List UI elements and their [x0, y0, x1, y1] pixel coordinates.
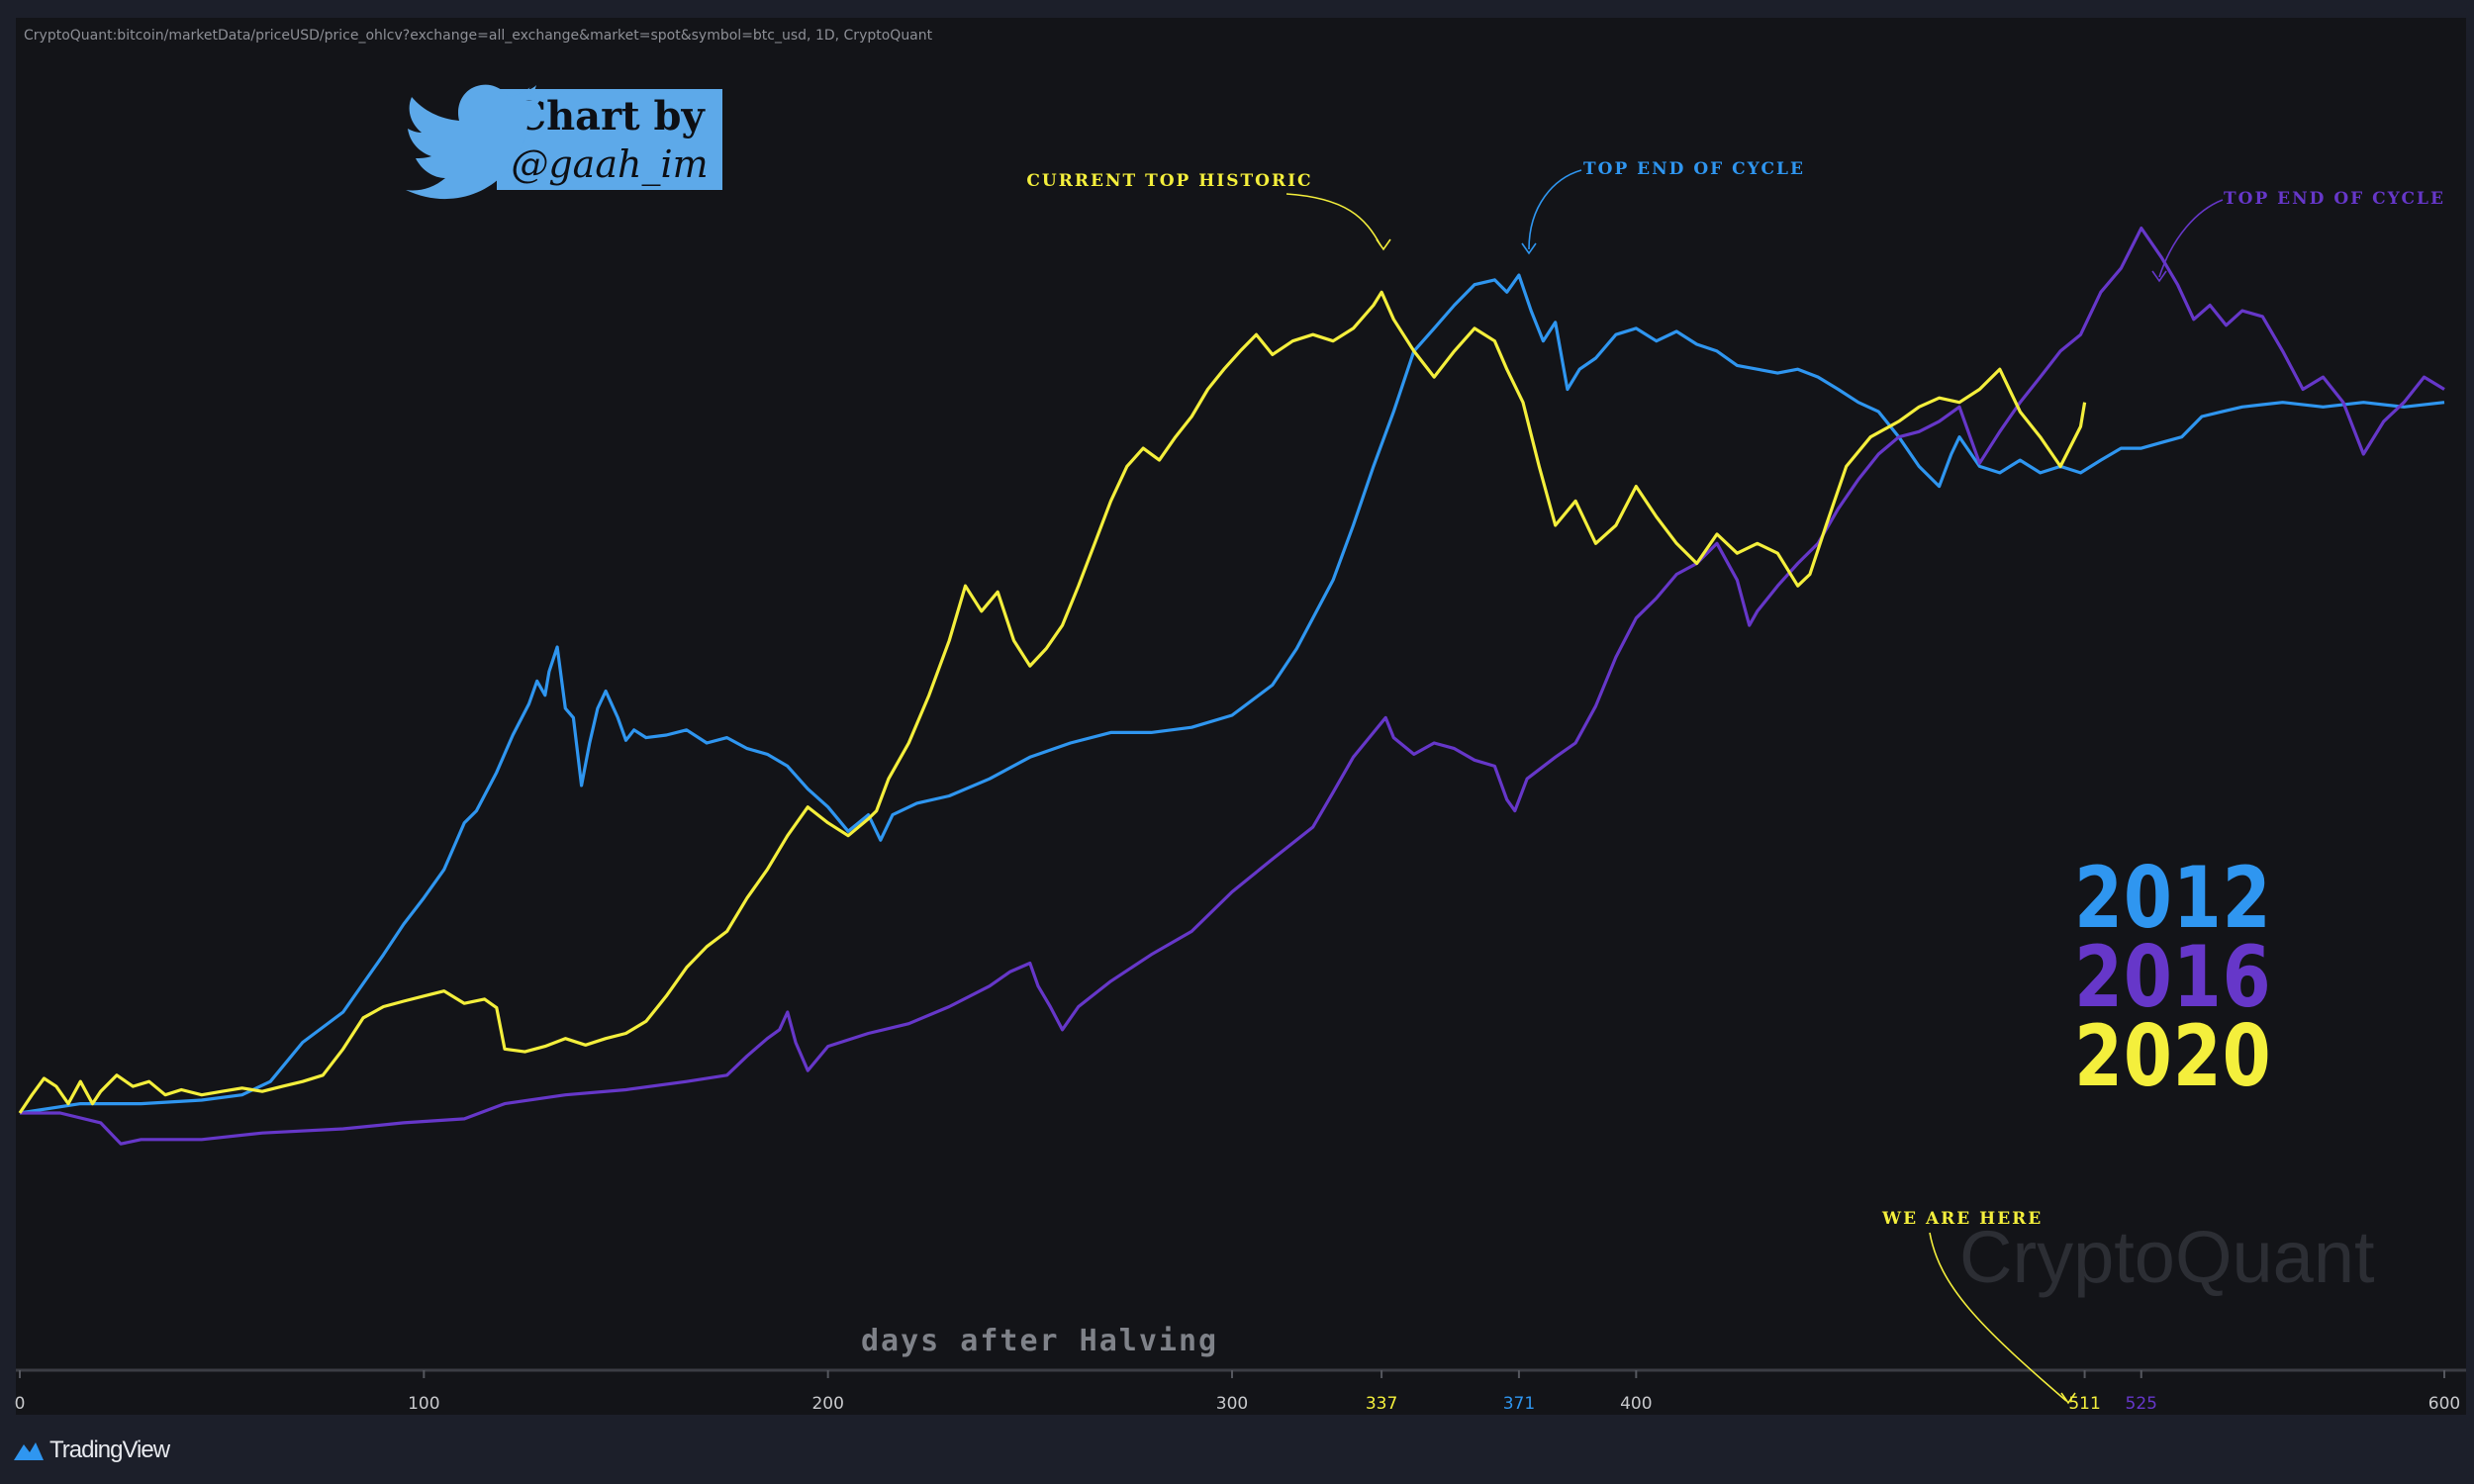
legend-2020: 2020: [2074, 1007, 2272, 1106]
x-tick-label: 100: [408, 1394, 439, 1414]
annotation-arrowhead: [1521, 242, 1537, 255]
series-line-2020[interactable]: [18, 290, 2087, 1114]
x-tick-label: 525: [2126, 1394, 2157, 1414]
x-tick-label: 0: [15, 1394, 26, 1414]
annotation-layer: CURRENT TOP HISTORIC TOP END OF CYCLE TOP …: [1026, 159, 2445, 1405]
annotation-arrowhead: [2060, 1392, 2076, 1405]
cryptoquant-watermark: CryptoQuant: [1959, 1216, 2375, 1298]
x-tick-label: 200: [811, 1394, 843, 1414]
legend-2016: 2016: [2074, 928, 2272, 1027]
annotation-arrow: [1929, 1232, 2067, 1402]
annotation-label: TOP END OF CYCLE: [1583, 159, 1805, 179]
footer-bar: TradingView: [0, 1415, 2474, 1484]
annotation-arrowhead: [1376, 238, 1391, 251]
annotation-label: WE ARE HERE: [1881, 1209, 2043, 1229]
x-axis: 0 100 200 300 337 371 400 511 525 600: [15, 1368, 2466, 1414]
tradingview-brand[interactable]: TradingView: [49, 1437, 170, 1463]
annotation-arrowhead: [2151, 270, 2167, 283]
annotation-arrow: [1285, 193, 1381, 246]
author-badge[interactable]: Chart by @gaah_im: [406, 69, 722, 202]
x-tick-label: 371: [1503, 1394, 1535, 1414]
series-line-2016[interactable]: [20, 227, 2445, 1146]
x-tick-label: 337: [1366, 1394, 1397, 1414]
x-tick-label: 600: [2428, 1394, 2460, 1414]
annotation-arrow: [2158, 199, 2224, 278]
annotation-label: CURRENT TOP HISTORIC: [1026, 171, 1312, 191]
twitter-bird-icon: [406, 84, 542, 200]
badge-title: Chart by: [515, 93, 705, 139]
x-axis-title: days after Halving: [861, 1324, 1219, 1358]
tradingview-logo-icon[interactable]: [12, 1437, 46, 1464]
badge-handle: @gaah_im: [511, 142, 709, 186]
series-layer: [18, 227, 2445, 1146]
legend-2012: 2012: [2074, 849, 2272, 948]
chart-panel: [16, 18, 2466, 1415]
x-tick-label: 300: [1216, 1394, 1248, 1414]
annotation-label: TOP END OF CYCLE: [2224, 189, 2445, 209]
x-tick-label: 511: [2068, 1394, 2100, 1414]
source-line: CryptoQuant:bitcoin/marketData/priceUSD/…: [24, 28, 933, 44]
annotation-arrow: [1528, 169, 1582, 250]
badge-box: Chart by @gaah_im: [497, 89, 722, 190]
x-tick-label: 400: [1620, 1394, 1652, 1414]
series-line-2012[interactable]: [19, 273, 2445, 1115]
